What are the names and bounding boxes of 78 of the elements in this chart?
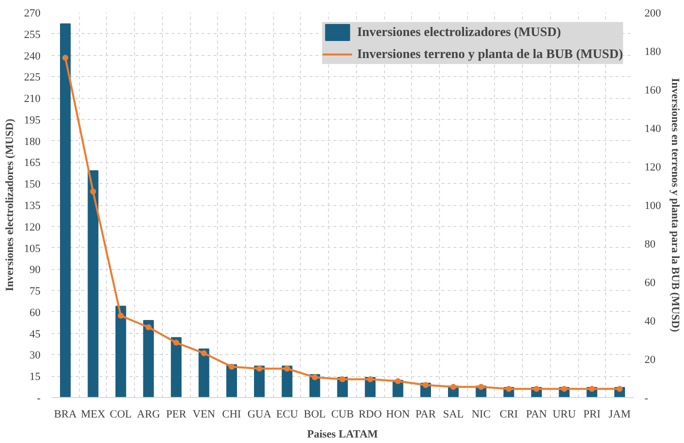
- x-tick-label: ECU: [276, 408, 298, 420]
- bar: [115, 306, 126, 398]
- point: [90, 188, 96, 195]
- x-tick-label: URU: [552, 408, 576, 420]
- y-tick-label: 30: [30, 350, 41, 362]
- y2-tick-label: 40: [644, 316, 656, 328]
- y2-axis-title: Inversiones en terrenos y planta para la BUB (MUSD): [669, 78, 681, 332]
- x-tick-label: SAL: [442, 408, 464, 420]
- y2-tick-label: 60: [644, 277, 656, 289]
- point: [173, 340, 180, 346]
- x-tick-label: HON: [386, 408, 410, 420]
- point: [284, 366, 290, 372]
- y-tick-label: 270: [24, 8, 41, 20]
- y-axis-title: Inversiones electrolizadores (MUSD): [4, 118, 16, 292]
- y2-tick-label: 100: [644, 200, 662, 212]
- x-tick-label: BRA: [54, 408, 77, 420]
- y-tick-label: 75: [30, 286, 41, 298]
- x-tick-label: ARG: [136, 408, 160, 420]
- y-tick-label: 225: [24, 72, 41, 84]
- point: [146, 324, 152, 330]
- point: [228, 364, 235, 370]
- x-tick-label: MEX: [80, 408, 106, 420]
- x-tick-label: BOL: [304, 408, 326, 420]
- point: [312, 374, 318, 380]
- y-tick-label: 195: [24, 114, 41, 126]
- y-tick-label: 120: [24, 221, 41, 234]
- x-tick-label: VEN: [192, 408, 216, 420]
- y-tick-label: 180: [24, 136, 41, 148]
- y-tick-label: 210: [24, 93, 41, 106]
- y-tick-label: 150: [24, 178, 41, 191]
- legend-label: Inversiones terreno y planta de la BUB (MUSD): [357, 46, 623, 62]
- y2-tick-label: -: [644, 392, 648, 404]
- x-tick-label: CRI: [500, 408, 518, 420]
- point: [450, 384, 456, 390]
- y-tick-label: 15: [30, 371, 41, 384]
- point: [200, 350, 207, 356]
- x-axis-title: Paises LATAM: [307, 428, 379, 440]
- y2-tick-label: 120: [644, 162, 662, 174]
- legend-label: Inversiones electrolizadores (MUSD): [357, 24, 561, 40]
- y-tick-label: 60: [30, 306, 41, 319]
- y2-tick-label: 80: [644, 238, 656, 250]
- x-tick-label: RDO: [358, 408, 382, 420]
- bar: [170, 337, 182, 398]
- point: [62, 54, 68, 61]
- y-tick-label: 90: [30, 264, 41, 276]
- y-tick-label: 240: [24, 50, 41, 62]
- y2-tick-label: 140: [644, 123, 662, 135]
- point: [256, 366, 262, 372]
- y-tick-label: -: [36, 392, 41, 404]
- point: [340, 376, 346, 382]
- point: [367, 376, 374, 382]
- x-tick-label: PRI: [583, 408, 601, 420]
- bar: [60, 23, 71, 398]
- x-tick-label: PAN: [526, 408, 548, 420]
- y2-tick-label: 180: [644, 46, 662, 58]
- point: [394, 378, 401, 384]
- x-tick-label: JAM: [608, 408, 631, 420]
- bar: [198, 348, 210, 398]
- y-tick-label: 45: [30, 328, 41, 340]
- y-tick-label: 255: [24, 28, 41, 41]
- y2-tick-label: 20: [644, 354, 656, 366]
- y-tick-label: 135: [24, 200, 41, 212]
- x-tick-label: CUB: [331, 408, 354, 420]
- x-tick-label: CHI: [222, 408, 242, 420]
- y2-tick-label: 200: [644, 8, 662, 20]
- x-tick-label: COL: [110, 408, 132, 420]
- x-tick-label: PER: [166, 408, 187, 420]
- y2-tick-label: 160: [644, 84, 662, 96]
- bar: [88, 170, 98, 398]
- point: [118, 312, 124, 319]
- x-tick-label: GUA: [247, 408, 272, 420]
- y-tick-label: 165: [24, 157, 41, 170]
- y-tick-label: 105: [24, 242, 41, 255]
- x-tick-label: NIC: [472, 408, 491, 420]
- point: [422, 382, 429, 388]
- x-tick-label: PAR: [415, 408, 436, 420]
- point: [478, 384, 484, 390]
- bar: [143, 320, 154, 398]
